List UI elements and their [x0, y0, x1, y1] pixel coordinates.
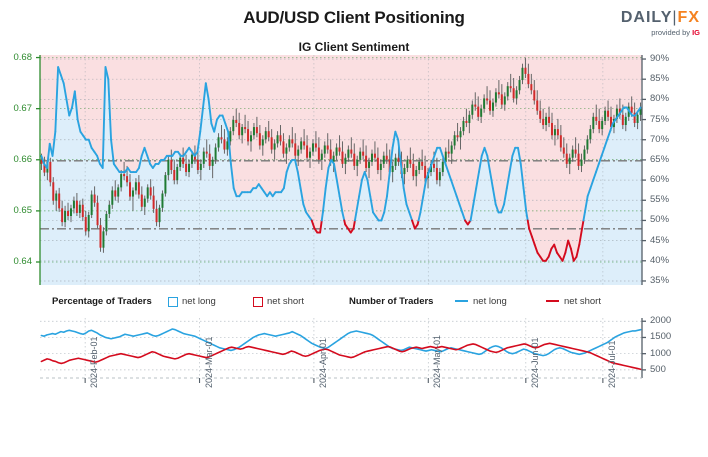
percentage-tick-label: 80% — [650, 93, 670, 105]
traders-count-tick-label: 500 — [650, 363, 666, 375]
percentage-tick-label: 70% — [650, 133, 670, 145]
chart-legend: Percentage of Traders net long net short… — [0, 295, 708, 309]
price-tick-label: 0.67 — [13, 102, 33, 114]
legend-label-num-net-short: net short — [564, 296, 601, 307]
traders-count-chart — [40, 318, 646, 383]
legend-swatch-pct-net-short — [253, 297, 263, 307]
percentage-tick-label: 40% — [650, 254, 670, 266]
price-tick-label: 0.65 — [13, 204, 33, 216]
legend-title-percentage: Percentage of Traders — [52, 296, 152, 307]
x-axis-tick-label: 2024-Jul-01 — [606, 340, 617, 388]
price-sentiment-chart — [36, 55, 646, 285]
percentage-tick-label: 60% — [650, 174, 670, 186]
legend-label-num-net-long: net long — [473, 296, 507, 307]
x-axis-tick-label: 2024-May-01 — [432, 334, 443, 388]
x-axis-tick-label: 2024-Jun-01 — [529, 337, 540, 388]
x-axis-tick-label: 2024-Feb-01 — [89, 336, 100, 388]
price-tick-label: 0.68 — [13, 51, 33, 63]
page-title: AUD/USD Client Positioning — [243, 8, 465, 27]
price-tick-label: 0.66 — [13, 153, 33, 165]
traders-count-tick-label: 1500 — [650, 331, 672, 343]
percentage-tick-label: 90% — [650, 53, 670, 65]
traders-count-tick-label: 1000 — [650, 347, 672, 359]
legend-swatch-num-net-long — [455, 300, 468, 303]
x-axis-tick-label: 2024-Mar-01 — [203, 336, 214, 388]
percentage-tick-label: 85% — [650, 73, 670, 85]
legend-label-pct-net-short: net short — [267, 296, 304, 307]
legend-swatch-pct-net-long — [168, 297, 178, 307]
percentage-tick-label: 45% — [650, 234, 670, 246]
legend-label-pct-net-long: net long — [182, 296, 216, 307]
dailyfx-logo: DAILY|FX provided by IG — [621, 10, 700, 37]
legend-title-number: Number of Traders — [349, 296, 434, 307]
percentage-tick-label: 55% — [650, 194, 670, 206]
logo-ig-text: IG — [692, 28, 700, 37]
percentage-tick-label: 35% — [650, 274, 670, 286]
logo-provided-by-text: provided by — [651, 28, 693, 37]
logo-divider: | — [672, 9, 678, 26]
logo-daily-text: DAILY — [620, 9, 673, 26]
x-axis-tick-label: 2024-Apr-01 — [317, 337, 328, 388]
logo-fx-text: FX — [677, 9, 700, 26]
percentage-tick-label: 50% — [650, 214, 670, 226]
traders-count-tick-label: 2000 — [650, 315, 672, 327]
price-tick-label: 0.64 — [13, 256, 33, 267]
percentage-tick-label: 75% — [650, 113, 670, 125]
chart-subtitle: IG Client Sentiment — [298, 40, 410, 54]
percentage-tick-label: 65% — [650, 153, 670, 165]
legend-swatch-num-net-short — [546, 300, 559, 303]
